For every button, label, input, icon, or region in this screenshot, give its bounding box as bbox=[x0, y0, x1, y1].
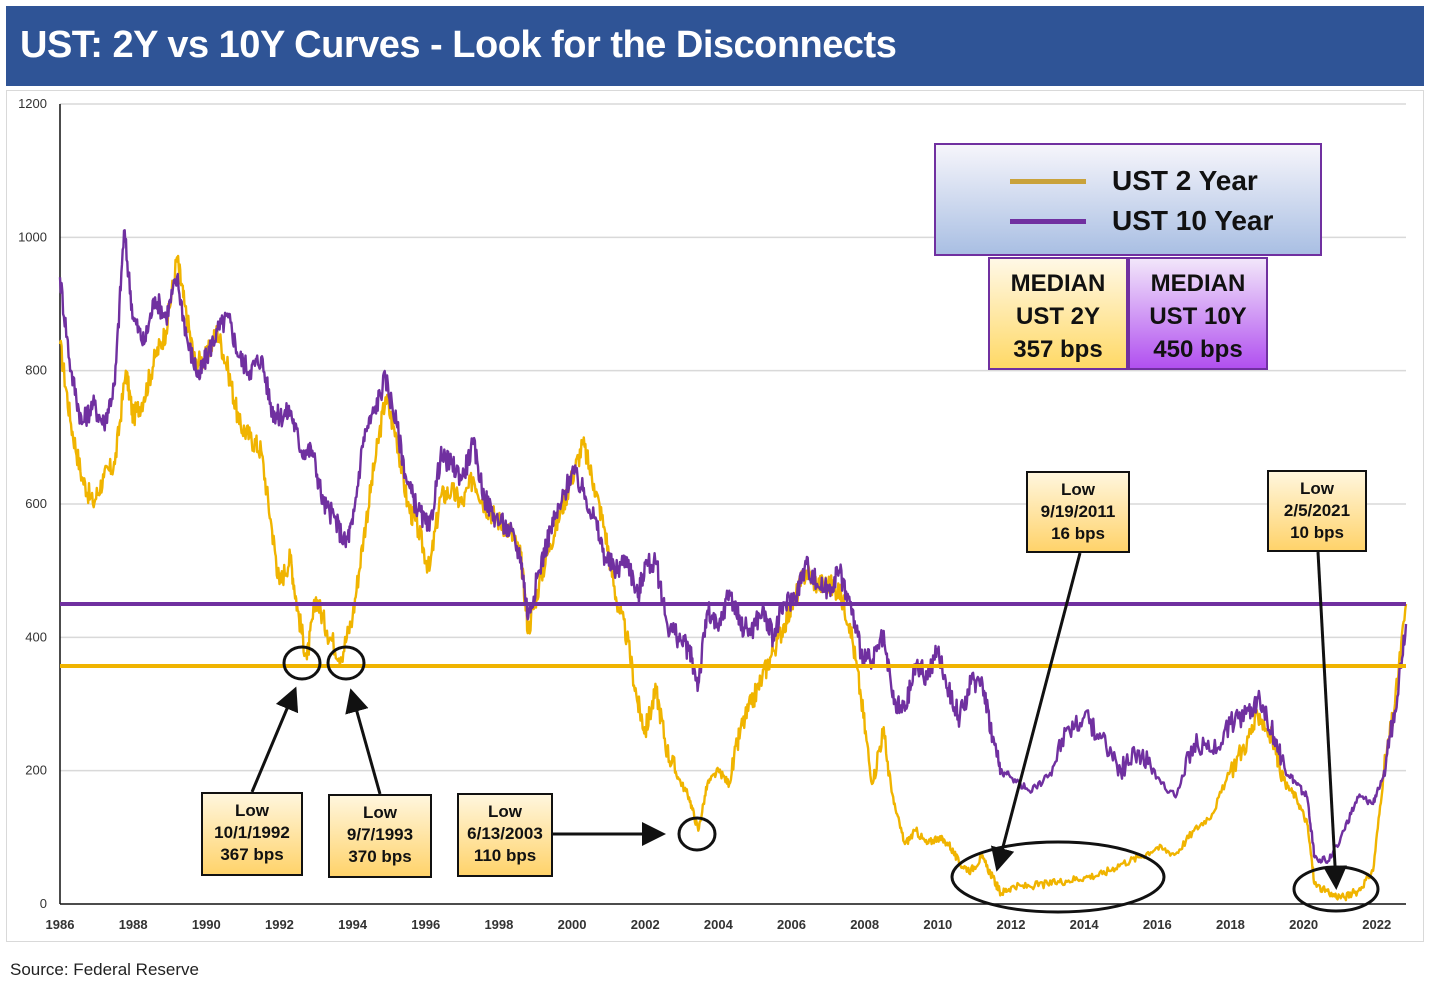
y-tick-label: 0 bbox=[40, 896, 47, 911]
x-tick-label: 2012 bbox=[997, 917, 1026, 932]
y-tick-label: 1200 bbox=[18, 96, 47, 111]
median-10y-value: 450 bps bbox=[1153, 336, 1243, 363]
callout-low-1993: Low 9/7/1993 370 bps bbox=[328, 794, 432, 878]
x-tick-label: 2022 bbox=[1362, 917, 1391, 932]
callout-2011-line2: 9/19/2011 bbox=[1040, 502, 1116, 521]
callout-1993-line2: 9/7/1993 bbox=[346, 825, 414, 844]
x-tick-label: 1992 bbox=[265, 917, 294, 932]
arrow-2011 bbox=[990, 552, 1082, 872]
low-circle-1993 bbox=[326, 645, 366, 681]
x-tick-label: 1990 bbox=[192, 917, 221, 932]
x-tick-label: 2008 bbox=[850, 917, 879, 932]
callout-1992-line3: 367 bps bbox=[220, 845, 284, 864]
callout-low-2003: Low 6/13/2003 110 bps bbox=[457, 793, 553, 877]
callout-low-2021: Low 2/5/2021 10 bps bbox=[1267, 470, 1367, 552]
legend-item-10y: UST 10 Year bbox=[1010, 205, 1273, 237]
y-tick-label: 200 bbox=[25, 763, 47, 778]
arrow-1993 bbox=[345, 688, 382, 795]
callout-2011-line3: 16 bps bbox=[1051, 524, 1105, 543]
x-tick-label: 2014 bbox=[1070, 917, 1100, 932]
x-tick-label: 2016 bbox=[1143, 917, 1172, 932]
legend-label-2y: UST 2 Year bbox=[1112, 165, 1258, 196]
callout-2021-line3: 10 bps bbox=[1290, 523, 1344, 542]
x-tick-label: 1994 bbox=[338, 917, 368, 932]
callout-1992-line1: Low bbox=[235, 801, 269, 820]
chart-frame bbox=[6, 90, 1424, 942]
legend-swatch-2y bbox=[1010, 178, 1086, 184]
title-bar: UST: 2Y vs 10Y Curves - Look for the Dis… bbox=[6, 6, 1424, 86]
callout-2021-line1: Low bbox=[1300, 479, 1334, 498]
legend-label-10y: UST 10 Year bbox=[1112, 205, 1274, 236]
x-tick-label: 2000 bbox=[558, 917, 587, 932]
series-line-ust-2y bbox=[58, 254, 1408, 902]
arrow-2021 bbox=[1316, 551, 1348, 890]
x-tick-label: 2002 bbox=[631, 917, 660, 932]
y-tick-label: 600 bbox=[25, 496, 47, 511]
callout-2003-line2: 6/13/2003 bbox=[467, 824, 543, 843]
median-10y-line1: MEDIAN bbox=[1150, 270, 1246, 297]
low-circle-1992 bbox=[282, 645, 322, 681]
arrow-1992 bbox=[250, 686, 299, 793]
source-note: Source: Federal Reserve bbox=[10, 960, 199, 979]
x-tick-label: 2010 bbox=[923, 917, 952, 932]
median-2y-line1: MEDIAN bbox=[1010, 270, 1106, 297]
y-tick-label: 1000 bbox=[18, 229, 47, 244]
median-10y-box: MEDIAN UST 10Y 450 bps bbox=[1128, 257, 1268, 370]
page-title: UST: 2Y vs 10Y Curves - Look for the Dis… bbox=[20, 24, 897, 66]
x-tick-label: 1996 bbox=[411, 917, 440, 932]
callout-2021-line2: 2/5/2021 bbox=[1283, 501, 1351, 520]
low-ellipse-2011 bbox=[950, 840, 1166, 914]
callout-2003-line3: 110 bps bbox=[473, 846, 537, 865]
callout-2011-line1: Low bbox=[1061, 480, 1095, 499]
median-2y-line2: UST 2Y bbox=[1015, 303, 1101, 330]
y-tick-label: 400 bbox=[25, 629, 47, 644]
x-tick-label: 1998 bbox=[484, 917, 513, 932]
median-2y-value: 357 bps bbox=[1013, 336, 1103, 363]
low-circle-2003 bbox=[677, 816, 717, 852]
legend-item-2y: UST 2 Year bbox=[1010, 165, 1258, 197]
median-2y-box: MEDIAN UST 2Y 357 bps bbox=[988, 257, 1128, 370]
x-tick-label: 2018 bbox=[1216, 917, 1245, 932]
median-10y-line2: UST 10Y bbox=[1149, 303, 1247, 330]
x-tick-label: 1986 bbox=[46, 917, 75, 932]
x-tick-label: 2004 bbox=[704, 917, 734, 932]
callout-2003-line1: Low bbox=[488, 802, 522, 821]
legend: UST 2 Year UST 10 Year bbox=[934, 143, 1322, 256]
legend-swatch-10y bbox=[1010, 218, 1086, 224]
callout-low-2011: Low 9/19/2011 16 bps bbox=[1026, 471, 1130, 553]
x-tick-label: 1988 bbox=[119, 917, 148, 932]
x-tick-label: 2006 bbox=[777, 917, 806, 932]
series-line-ust-10y bbox=[58, 229, 1408, 864]
x-tick-label: 2020 bbox=[1289, 917, 1318, 932]
y-tick-label: 800 bbox=[25, 363, 47, 378]
callout-1992-line2: 10/1/1992 bbox=[214, 823, 290, 842]
callout-low-1992: Low 10/1/1992 367 bps bbox=[201, 792, 303, 876]
callout-1993-line1: Low bbox=[363, 803, 397, 822]
callout-1993-line3: 370 bps bbox=[348, 847, 412, 866]
